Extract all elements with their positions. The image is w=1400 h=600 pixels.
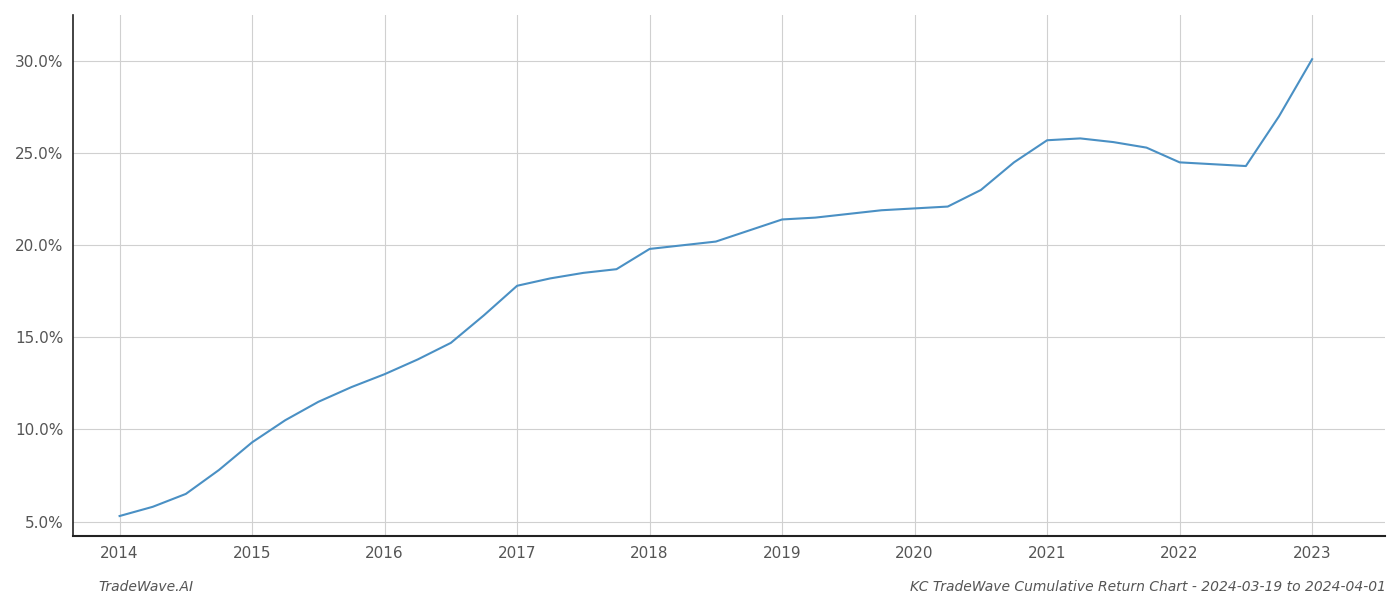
Text: TradeWave.AI: TradeWave.AI xyxy=(98,580,193,594)
Text: KC TradeWave Cumulative Return Chart - 2024-03-19 to 2024-04-01: KC TradeWave Cumulative Return Chart - 2… xyxy=(910,580,1386,594)
